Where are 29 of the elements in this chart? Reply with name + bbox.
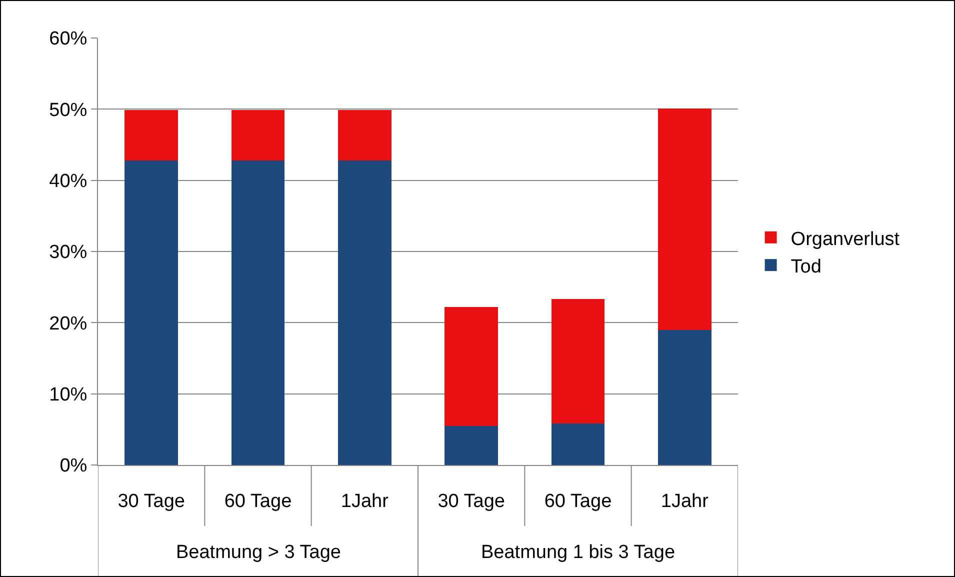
x-tick-label: 30 Tage [438, 490, 505, 512]
bar [444, 426, 498, 465]
legend-label: Organverlust [790, 228, 900, 250]
x-tick-label: 60 Tage [544, 490, 612, 512]
y-tick-label: 0% [60, 456, 88, 477]
bar [338, 110, 392, 160]
x-tick-label: 1Jahr [660, 490, 710, 512]
y-tick-label: 40% [49, 170, 88, 192]
bar [124, 160, 178, 465]
bar [231, 160, 285, 465]
bar [231, 110, 285, 160]
bar [551, 424, 605, 465]
x-tick-label: 30 Tage [118, 490, 185, 512]
bar [551, 299, 605, 424]
y-tick-label: 60% [49, 28, 88, 50]
text: Beatmung 1 bis 3 Tage [481, 542, 676, 563]
y-tick-label: 20% [49, 313, 88, 334]
bar [124, 110, 178, 160]
bar [658, 108, 712, 330]
y-tick-label: 10% [49, 384, 88, 406]
x-tick-label: 60 Tage [224, 490, 292, 512]
text: Beatmung > 3 Tage [176, 542, 341, 563]
legend-label: Tod [790, 256, 822, 278]
y-tick-label: 50% [49, 100, 88, 121]
x-tick-label: 1Jahr [340, 490, 390, 512]
y-tick-label: 30% [49, 242, 88, 264]
bar [658, 330, 712, 465]
bar [444, 307, 498, 426]
bar [338, 160, 392, 465]
